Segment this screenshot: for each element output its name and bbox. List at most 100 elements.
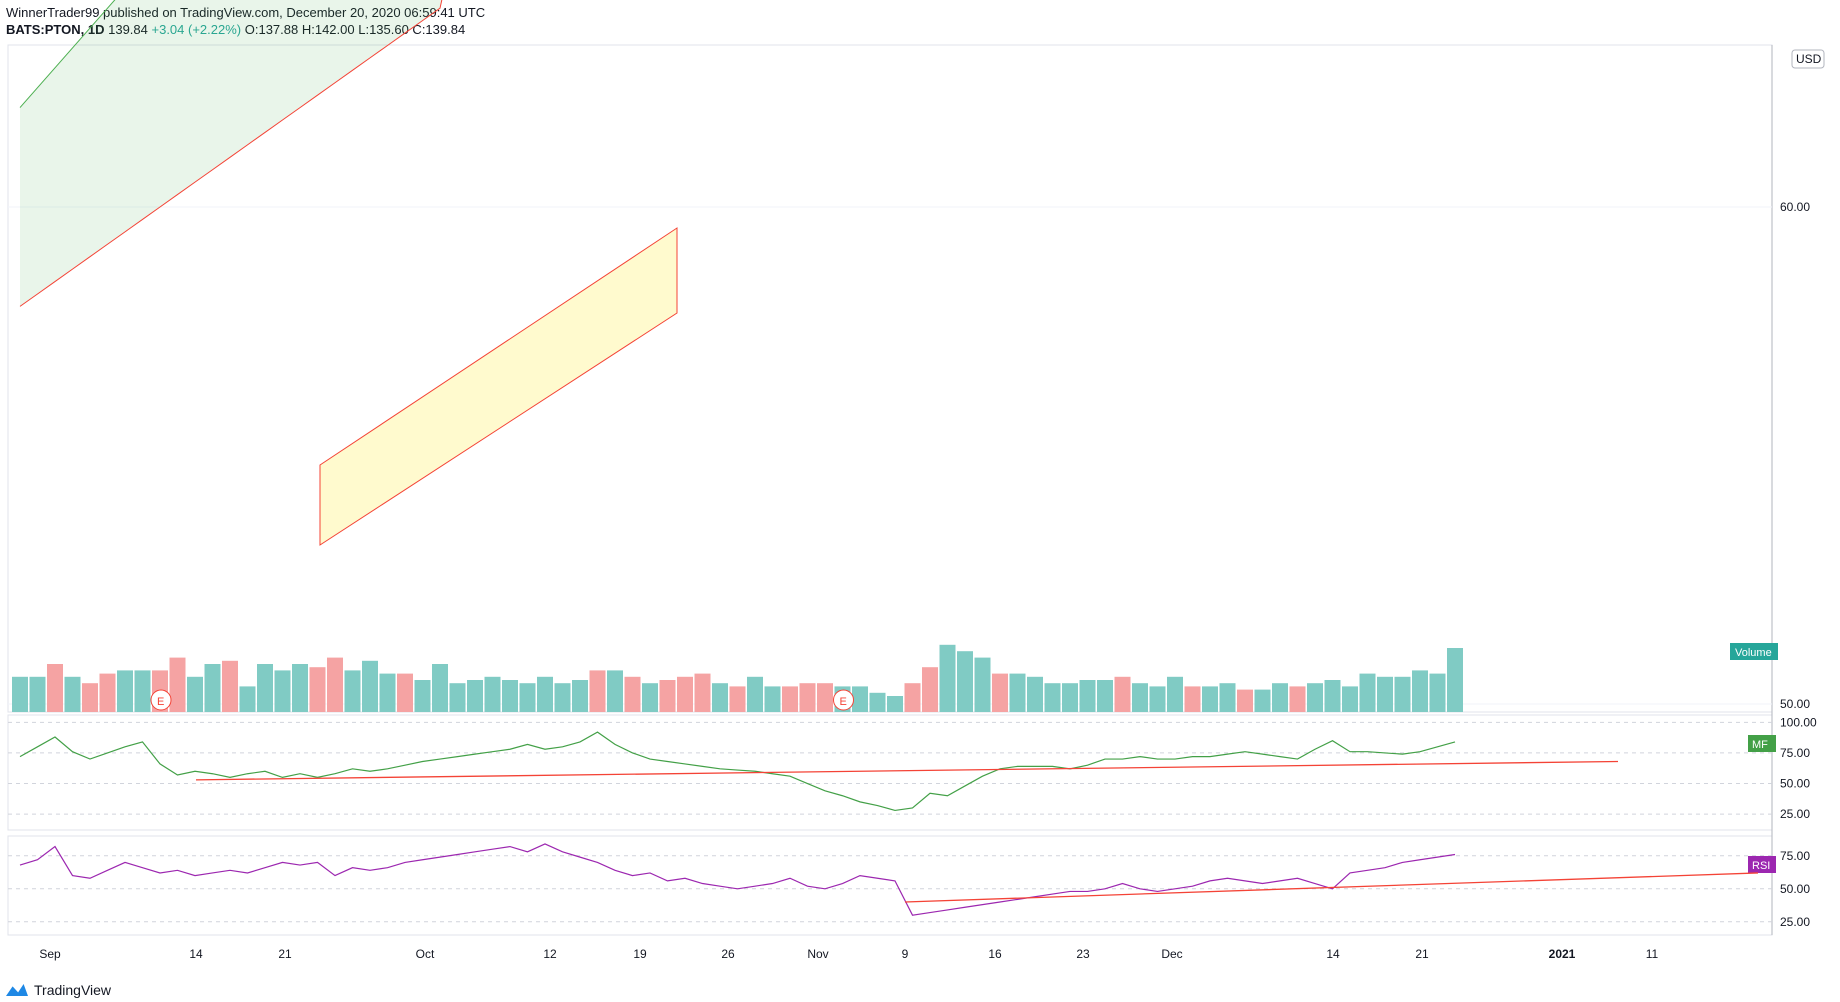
x-tick-label: 26 <box>721 947 735 961</box>
symbol-row: BATS:PTON, 1D 139.84 +3.04 (+2.22%) O:13… <box>6 21 485 38</box>
volume-bar <box>327 657 343 712</box>
volume-bar <box>554 683 571 712</box>
volume-bar <box>274 670 291 712</box>
volume-bar <box>659 680 676 712</box>
volume-bar <box>502 680 518 712</box>
volume-bar <box>869 692 886 712</box>
volume-bar <box>1412 670 1428 712</box>
rsi-tick-label: 25.00 <box>1780 915 1810 929</box>
x-tick-label: 23 <box>1076 947 1090 961</box>
volume-bar <box>589 670 606 712</box>
currency-label: USD <box>1796 52 1822 66</box>
volume-bar <box>1044 683 1061 712</box>
volume-bar <box>82 683 98 712</box>
volume-bar <box>1219 683 1236 712</box>
volume-bar <box>1149 686 1166 712</box>
mf-trend-line <box>195 760 1619 781</box>
mf-pane <box>7 714 1773 831</box>
volume-bar <box>187 676 203 712</box>
volume-bar <box>1237 689 1253 712</box>
rsi-pane <box>7 835 1773 936</box>
volume-bar <box>169 657 186 712</box>
rsi-line <box>19 843 1456 916</box>
volume-bar <box>99 673 116 712</box>
volume-bar <box>1027 676 1043 712</box>
volume-bar <box>624 676 641 712</box>
rsi-tick-label: 75.00 <box>1780 849 1810 863</box>
tradingview-brand: TradingView <box>34 982 112 998</box>
volume-bar <box>1377 676 1393 712</box>
volume-bar <box>1324 680 1341 712</box>
symbol-name[interactable]: BATS:PTON, 1D <box>6 22 105 37</box>
volume-bar <box>642 683 658 712</box>
earnings-marker <box>833 689 854 711</box>
rsi-label: RSI <box>1752 860 1770 872</box>
tradingview-logo-icon <box>6 984 28 996</box>
mf-tick-label: 75.00 <box>1780 746 1810 760</box>
volume-bar <box>1167 676 1183 712</box>
chart-header: WinnerTrader99 published on TradingView.… <box>6 4 485 38</box>
publisher-line: WinnerTrader99 published on TradingView.… <box>6 5 486 20</box>
volume-bar <box>572 680 588 712</box>
x-tick-label: 11 <box>1646 947 1659 961</box>
mf-tick-label: 100.00 <box>1780 715 1817 729</box>
volume-bar <box>1429 673 1446 712</box>
volume-bar <box>344 670 361 712</box>
x-tick-label: Nov <box>807 947 828 961</box>
volume-bar <box>204 664 221 712</box>
volume-tag <box>1730 643 1778 660</box>
volume-bar <box>729 686 746 712</box>
volume-bar <box>117 670 133 712</box>
volume-bar <box>379 673 396 712</box>
y-tick-label: 60.00 <box>1780 200 1810 214</box>
x-tick-label: 19 <box>633 947 647 961</box>
x-tick-label: Sep <box>39 947 61 961</box>
volume-bar <box>64 676 81 712</box>
earnings-marker-label: E <box>840 696 847 708</box>
volume-bar <box>397 673 413 712</box>
volume-bar <box>449 683 466 712</box>
volume-bar <box>239 686 256 712</box>
volume-bar <box>887 696 903 712</box>
volume-bar <box>747 676 763 712</box>
last-price: 139.84 <box>108 22 148 37</box>
tradingview-logo[interactable]: TradingView <box>6 982 111 998</box>
volume-label: Volume <box>1735 647 1772 659</box>
volume-bar <box>134 670 151 712</box>
x-tick-label: Oct <box>416 947 435 961</box>
volume-bar <box>537 676 553 712</box>
volume-bar <box>222 660 238 712</box>
volume-bar <box>292 664 308 712</box>
volume-bar <box>992 673 1008 712</box>
rsi-trend-line <box>904 872 1759 903</box>
volume-bar <box>1009 673 1026 712</box>
volume-bar <box>1289 686 1306 712</box>
currency-badge <box>1791 49 1825 69</box>
x-tick-label: 9 <box>902 947 909 961</box>
mf-label: MF <box>1752 739 1768 751</box>
volume-bar <box>764 686 781 712</box>
mf-tick-label: 50.00 <box>1780 777 1810 791</box>
ohlc-values: O:137.88 H:142.00 L:135.60 C:139.84 <box>245 22 465 37</box>
volume-bar <box>974 657 991 712</box>
volume-bar <box>467 680 483 712</box>
volume-bar <box>677 676 693 712</box>
volume-bar <box>1272 683 1288 712</box>
x-tick-label: 16 <box>988 947 1002 961</box>
mf-line <box>19 731 1456 812</box>
volume-bar <box>1079 680 1096 712</box>
ascending-channel <box>319 227 678 546</box>
ichimoku-cloud <box>20 0 442 307</box>
x-tick-label: 14 <box>189 947 203 961</box>
volume-bar <box>712 683 728 712</box>
volume-bar <box>782 686 798 712</box>
volume-bar <box>1307 683 1323 712</box>
price-pane <box>7 44 1773 713</box>
x-tick-label: Dec <box>1161 947 1182 961</box>
rsi-tag <box>1748 856 1776 873</box>
volume-bar <box>47 664 63 712</box>
volume-bar <box>12 676 28 712</box>
volume-bar <box>904 683 921 712</box>
volume-bar <box>1062 683 1078 712</box>
